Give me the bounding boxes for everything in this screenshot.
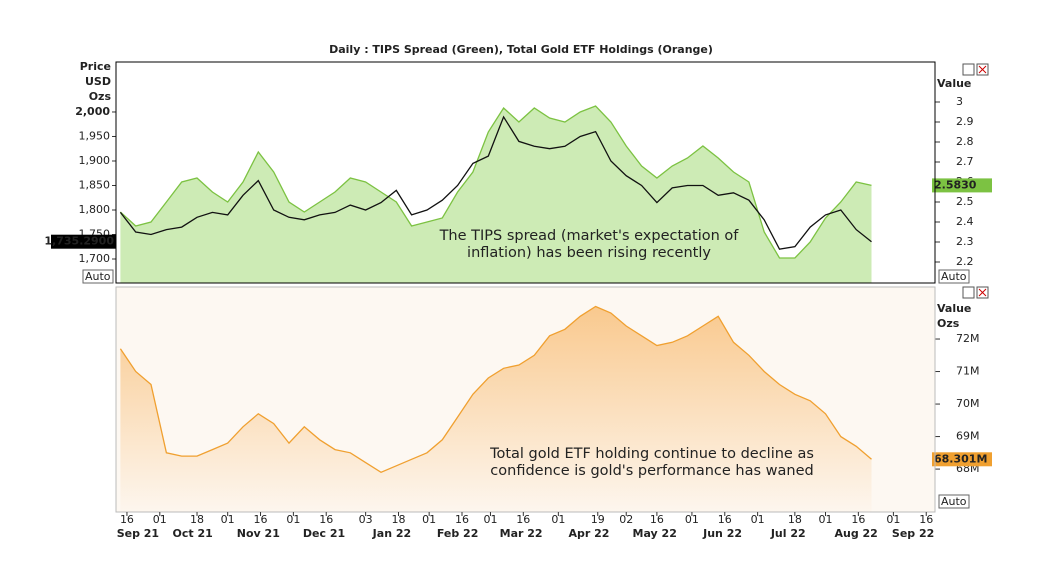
x-month-label: Sep 21	[117, 527, 159, 540]
y2-tick-label: 69M	[956, 430, 980, 443]
x-tick-label: 18	[788, 513, 802, 526]
area	[120, 306, 872, 512]
x-tick-label: 16	[455, 513, 469, 526]
scale-button-label: Auto	[85, 270, 111, 283]
current-value-label: 1,735.2900	[44, 235, 114, 248]
y-tick-label: 1,800	[79, 203, 111, 216]
series-line	[119, 115, 872, 250]
x-month-label: Dec 21	[303, 527, 345, 540]
x-tick-label: 01	[685, 513, 699, 526]
y2-tick-label: 70M	[956, 397, 980, 410]
y-axis-label: Price	[80, 60, 111, 73]
y2-tick-label: 71M	[956, 365, 980, 378]
area	[120, 106, 872, 283]
y2-tick-label: 2.9	[956, 115, 974, 128]
scale-button-label: Auto	[941, 495, 967, 508]
scale-button[interactable]	[938, 269, 970, 284]
y2-tick-label: 2.7	[956, 155, 974, 168]
annotation: inflation) has been rising recently	[467, 245, 711, 261]
current-value-box	[51, 234, 116, 249]
x-tick-label: 01	[819, 513, 833, 526]
current-value-label: 68.301M	[934, 452, 987, 465]
x-tick-label: 01	[153, 513, 167, 526]
y2-tick-label: 2.2	[956, 255, 974, 268]
y2-axis-label: Ozs	[937, 317, 960, 330]
x-month-label: May 22	[633, 527, 677, 540]
y2-tick-label: 2.8	[956, 135, 974, 148]
plot-frame	[115, 286, 936, 513]
y2-tick-label: 3	[956, 95, 963, 108]
scale-button[interactable]	[82, 269, 114, 284]
x-month-label: Apr 22	[569, 527, 610, 540]
x-tick-label: 01	[286, 513, 300, 526]
x-tick-label: 16	[319, 513, 333, 526]
x-month-label: Oct 21	[173, 527, 213, 540]
x-tick-label: 01	[422, 513, 436, 526]
x-month-label: Jul 22	[770, 527, 806, 540]
window-buttons[interactable]	[962, 63, 989, 299]
y-tick-label: 1,850	[79, 178, 111, 191]
y2-tick-label: 2.3	[956, 235, 974, 248]
x-tick-label: 01	[551, 513, 565, 526]
x-month-label: Sep 22	[892, 527, 934, 540]
series-line	[119, 105, 872, 259]
x-tick-label: 03	[359, 513, 373, 526]
x-month-label: Aug 22	[834, 527, 877, 540]
y2-tick-label: 2.5	[956, 195, 974, 208]
series-line	[119, 305, 872, 474]
y2-tick-label: 72M	[956, 332, 980, 345]
x-month-label: Jun 22	[702, 527, 742, 540]
y2-axis-label: Value	[937, 302, 971, 315]
current-value-label: 2.5830	[934, 178, 977, 191]
y-tick-label: 1,700	[79, 252, 111, 265]
x-tick-label: 18	[391, 513, 405, 526]
x-tick-label: 01	[886, 513, 900, 526]
x-tick-label: 16	[120, 513, 134, 526]
annotation: Total gold ETF holding continue to decli…	[489, 446, 814, 462]
annotation: confidence is gold's performance has wan…	[490, 463, 813, 479]
x-tick-label: 02	[619, 513, 633, 526]
scale-button[interactable]	[938, 494, 970, 509]
x-tick-label: 16	[851, 513, 865, 526]
y2-tick-label: 2.4	[956, 215, 974, 228]
x-tick-label: 16	[254, 513, 268, 526]
plot-frame	[115, 61, 936, 284]
y-tick-label: 2,000	[75, 105, 110, 118]
scale-button-label: Auto	[941, 270, 967, 283]
x-month-label: Jan 22	[372, 527, 411, 540]
current-value-box	[932, 178, 992, 193]
x-tick-label: 16	[718, 513, 732, 526]
x-tick-label: 18	[190, 513, 204, 526]
y-tick-label: 1,950	[79, 129, 111, 142]
x-tick-label: 01	[751, 513, 765, 526]
x-month-label: Feb 22	[437, 527, 479, 540]
x-tick-label: 16	[516, 513, 530, 526]
x-tick-label: 16	[919, 513, 933, 526]
annotation: The TIPS spread (market's expectation of	[439, 228, 740, 244]
y-axis-label: USD	[85, 75, 111, 88]
x-month-label: Mar 22	[500, 527, 543, 540]
current-value-box	[932, 452, 992, 467]
x-tick-label: 01	[483, 513, 497, 526]
y2-axis-label: Value	[937, 77, 971, 90]
x-tick-label: 01	[221, 513, 235, 526]
x-tick-label: 16	[650, 513, 664, 526]
y-axis-label: Ozs	[89, 90, 112, 103]
x-month-label: Nov 21	[237, 527, 280, 540]
chart-title: Daily : TIPS Spread (Green), Total Gold …	[329, 43, 713, 56]
x-tick-label: 19	[591, 513, 605, 526]
y-tick-label: 1,900	[79, 154, 111, 167]
